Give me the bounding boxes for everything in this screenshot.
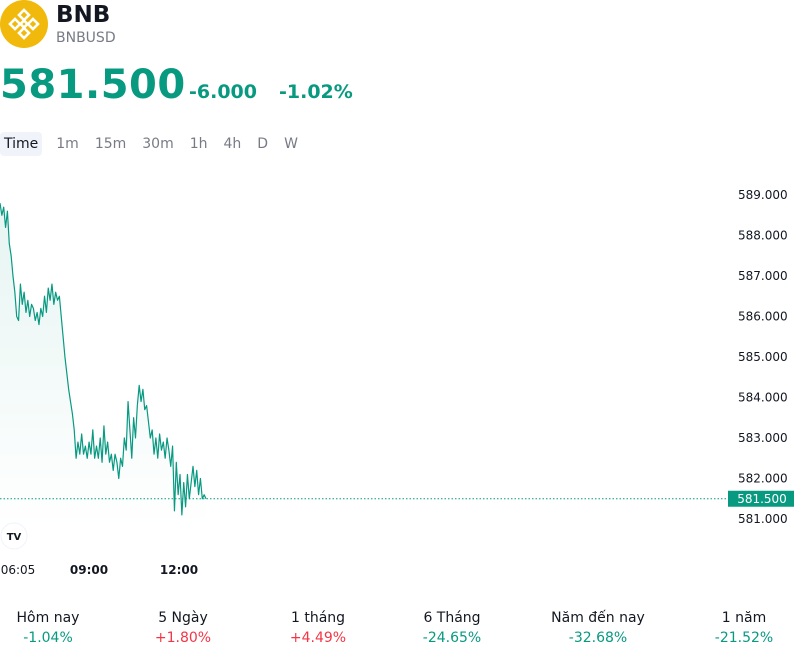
tradingview-badge[interactable]: TV	[0, 522, 28, 550]
perf-label: 1 năm	[721, 610, 767, 626]
current-price-label: 581.500	[737, 492, 787, 506]
symbol-name: BNB	[56, 2, 111, 28]
tab-time[interactable]: Time	[0, 132, 43, 156]
tab-1h[interactable]: 1h	[189, 136, 208, 152]
y-tick-label: 586.000	[738, 310, 788, 324]
tab-30m[interactable]: 30m	[142, 136, 174, 152]
y-tick-label: 583.000	[738, 431, 788, 445]
perf-value: +4.49%	[289, 630, 347, 646]
tab-w[interactable]: W	[284, 136, 298, 152]
perf-value: -24.65%	[422, 630, 482, 646]
perf-label: Hôm nay	[16, 610, 80, 626]
perf-1-year[interactable]: 1 năm -21.52%	[674, 610, 800, 650]
y-tick-label: 581.000	[738, 512, 788, 526]
x-tick-label: 09:00	[70, 563, 108, 577]
perf-6-months[interactable]: 6 Tháng -24.65%	[382, 610, 522, 650]
perf-value: -1.04%	[23, 630, 73, 646]
y-tick-label: 584.000	[738, 391, 788, 405]
current-price-label-bg	[728, 490, 794, 507]
tab-4h[interactable]: 4h	[223, 136, 242, 152]
perf-label: 5 Ngày	[158, 610, 208, 626]
price-line	[0, 203, 207, 516]
perf-value: -21.52%	[714, 630, 774, 646]
y-tick-label: 585.000	[738, 350, 788, 364]
perf-1-month[interactable]: 1 tháng +4.49%	[248, 610, 388, 650]
perf-value: +1.80%	[154, 630, 212, 646]
y-tick-label: 582.000	[738, 472, 788, 486]
y-tick-label: 589.000	[738, 188, 788, 202]
bnb-logo-circle	[0, 0, 48, 48]
price-chart[interactable]: 581.500 589.000 588.000 587.000 586.000 585.0…	[0, 170, 800, 580]
y-tick-label: 587.000	[738, 269, 788, 283]
symbol-ticker: BNBUSD	[56, 30, 116, 46]
tradingview-badge-bg	[0, 522, 28, 550]
perf-label: 1 tháng	[290, 610, 346, 626]
perf-value: -32.68%	[568, 630, 628, 646]
perf-ytd[interactable]: Năm đến nay -32.68%	[528, 610, 668, 650]
perf-label: 6 Tháng	[423, 610, 481, 626]
price-change-percent: -1.02%	[279, 81, 353, 103]
perf-label: Năm đến nay	[551, 610, 645, 626]
tab-d[interactable]: D	[257, 136, 269, 152]
perf-5-days[interactable]: 5 Ngày +1.80%	[113, 610, 253, 650]
x-tick-label: 12:00	[160, 563, 198, 577]
price-area-fill	[0, 203, 206, 530]
y-tick-label: 588.000	[738, 229, 788, 243]
bnb-logo-icon	[0, 0, 48, 48]
x-tick-label: 06:05	[1, 563, 36, 577]
last-price: 581.500	[0, 62, 186, 108]
tab-15m[interactable]: 15m	[94, 136, 127, 152]
tab-1m[interactable]: 1m	[56, 136, 79, 152]
price-change: -6.000	[189, 81, 257, 103]
tradingview-logo-icon: TV	[7, 532, 22, 543]
perf-today[interactable]: Hôm nay -1.04%	[0, 610, 118, 650]
timeframe-bar: Time 1m 15m 30m 1h 4h D W	[0, 132, 314, 156]
